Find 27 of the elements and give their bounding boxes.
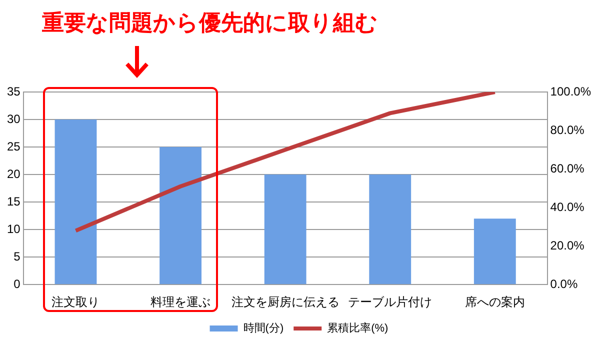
y2-tick-label: 40.0% xyxy=(550,200,585,214)
bar xyxy=(264,174,306,284)
x-tick-label: 席への案内 xyxy=(464,295,525,310)
x-tick-label: テーブル片付け xyxy=(348,295,432,310)
bar xyxy=(54,120,97,284)
x-tick-label: 注文取り xyxy=(52,295,100,310)
legend-label: 時間(分) xyxy=(243,322,284,335)
legend-label: 累積比率(%) xyxy=(327,322,388,335)
x-tick-label: 料理を運ぶ xyxy=(150,295,211,310)
y-tick-label: 0 xyxy=(14,276,21,291)
y-tick-label: 30 xyxy=(6,112,21,126)
y-tick-label: 15 xyxy=(6,194,21,208)
x-tick-label: 注文を厨房に伝える xyxy=(231,295,340,310)
y-tick-label: 35 xyxy=(6,84,21,98)
y-tick-label: 5 xyxy=(14,249,21,264)
y2-tick-label: 100.0% xyxy=(550,84,592,98)
y2-tick-label: 60.0% xyxy=(550,161,585,176)
bar xyxy=(369,174,412,284)
y-tick-label: 25 xyxy=(6,139,21,154)
bar xyxy=(474,218,516,284)
bar xyxy=(160,147,202,284)
y-tick-label: 20 xyxy=(6,166,21,181)
chart-title: 重要な問題から優先的に取り組む xyxy=(42,10,378,38)
y2-tick-label: 20.0% xyxy=(550,238,585,252)
y2-tick-label: 0.0% xyxy=(550,276,578,291)
y-tick-label: 10 xyxy=(6,222,21,236)
y2-tick-label: 80.0% xyxy=(550,122,585,137)
